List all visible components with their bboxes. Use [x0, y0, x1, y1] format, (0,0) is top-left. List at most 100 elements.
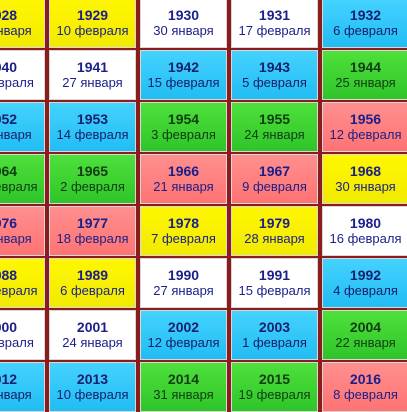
year-label: 1929 [76, 7, 109, 24]
new-year-date: 12 февраля [147, 334, 220, 350]
year-label: 1989 [76, 267, 109, 284]
new-year-date: 6 февраля [60, 282, 125, 298]
year-cell: 1968 30 января [322, 154, 407, 204]
year-label: 1942 [167, 59, 200, 76]
new-year-date: 31 января [0, 230, 32, 246]
year-cell: 1977 18 февраля [49, 206, 136, 256]
new-year-date: 15 февраля [147, 74, 220, 90]
year-cell: 19408 февраля [0, 50, 45, 100]
year-label: 1943 [258, 59, 291, 76]
year-label: 1940 [0, 59, 18, 76]
year-cell: 1991 15 февраля [231, 258, 318, 308]
new-year-date: 27 января [0, 126, 32, 142]
year-label: 1977 [76, 215, 109, 232]
new-year-date: 31 января [153, 386, 214, 402]
year-cell: 1931 17 февраля [231, 0, 318, 48]
year-label: 1966 [167, 163, 200, 180]
year-cell: 1930 30 января [140, 0, 227, 48]
year-cell: 1944 25 января [322, 50, 407, 100]
year-cell: 192823 января [0, 0, 45, 48]
year-label: 2004 [349, 319, 382, 336]
new-year-date: 17 февраля [238, 22, 311, 38]
year-cell: 196413 февраля [0, 154, 45, 204]
year-label: 1992 [349, 267, 382, 284]
year-label: 1965 [76, 163, 109, 180]
year-cell: 1929 10 февраля [49, 0, 136, 48]
year-label: 1941 [76, 59, 109, 76]
year-label: 2013 [76, 371, 109, 388]
new-year-date: 6 февраля [333, 22, 398, 38]
new-year-date: 18 февраля [56, 230, 129, 246]
new-year-date: 17 февраля [0, 282, 38, 298]
year-cell: 2001 24 января [49, 310, 136, 360]
new-year-date: 25 января [335, 74, 396, 90]
year-label: 1953 [76, 111, 109, 128]
year-label: 2002 [167, 319, 200, 336]
new-year-date: 22 января [335, 334, 396, 350]
year-label: 1930 [167, 7, 200, 24]
year-label: 2012 [0, 371, 18, 388]
new-year-date: 13 февраля [0, 178, 38, 194]
year-label: 1932 [349, 7, 382, 24]
new-year-date: 4 февраля [333, 282, 398, 298]
year-label: 2000 [0, 319, 18, 336]
year-label: 1978 [167, 215, 200, 232]
new-year-date: 19 февраля [238, 386, 311, 402]
year-label: 1955 [258, 111, 291, 128]
year-cell: 1967 9 февраля [231, 154, 318, 204]
year-cell: 1978 7 февраля [140, 206, 227, 256]
year-cell: 1990 27 января [140, 258, 227, 308]
new-year-date: 5 февраля [0, 334, 34, 350]
year-cell: 2002 12 февраля [140, 310, 227, 360]
new-year-date: 12 февраля [329, 126, 402, 142]
year-label: 2015 [258, 371, 291, 388]
year-cell: 1989 6 февраля [49, 258, 136, 308]
year-cell: 1955 24 января [231, 102, 318, 152]
year-cell: 1942 15 февраля [140, 50, 227, 100]
year-label: 1954 [167, 111, 200, 128]
new-year-date: 2 февраля [60, 178, 125, 194]
year-label: 1967 [258, 163, 291, 180]
year-cell: 1932 6 февраля [322, 0, 407, 48]
year-cell: 2003 1 февраля [231, 310, 318, 360]
new-year-date: 27 января [153, 282, 214, 298]
new-year-date: 15 февраля [238, 282, 311, 298]
year-cell: 1992 4 февраля [322, 258, 407, 308]
year-cell: 1979 28 января [231, 206, 318, 256]
new-year-date: 14 февраля [56, 126, 129, 142]
year-cell: 1980 16 февраля [322, 206, 407, 256]
new-year-date: 5 февраля [242, 74, 307, 90]
year-cell: 195227 января [0, 102, 45, 152]
year-label: 1991 [258, 267, 291, 284]
year-cell: 1965 2 февраля [49, 154, 136, 204]
year-cell: 2013 10 февраля [49, 362, 136, 412]
new-year-date: 21 января [153, 178, 214, 194]
new-year-date: 30 января [335, 178, 396, 194]
new-year-date: 27 января [62, 74, 123, 90]
year-cell: 1954 3 февраля [140, 102, 227, 152]
year-label: 2016 [349, 371, 382, 388]
year-label: 2001 [76, 319, 109, 336]
year-label: 2014 [167, 371, 200, 388]
year-cell: 197631 января [0, 206, 45, 256]
year-cell: 1966 21 января [140, 154, 227, 204]
year-label: 1990 [167, 267, 200, 284]
year-cell: 1941 27 января [49, 50, 136, 100]
new-year-date: 24 января [244, 126, 305, 142]
year-label: 1944 [349, 59, 382, 76]
year-label: 1979 [258, 215, 291, 232]
year-label: 1968 [349, 163, 382, 180]
new-year-date: 3 февраля [151, 126, 216, 142]
new-year-date: 30 января [153, 22, 214, 38]
year-label: 1976 [0, 215, 18, 232]
new-year-date: 24 января [62, 334, 123, 350]
new-year-date: 9 февраля [242, 178, 307, 194]
year-cell: 198817 февраля [0, 258, 45, 308]
new-year-date: 23 января [0, 386, 32, 402]
year-label: 1952 [0, 111, 18, 128]
new-year-date: 8 февраля [333, 386, 398, 402]
year-cell: 201223 января [0, 362, 45, 412]
year-cell: 1943 5 февраля [231, 50, 318, 100]
new-year-date: 1 февраля [242, 334, 307, 350]
year-cell: 2016 8 февраля [322, 362, 407, 412]
